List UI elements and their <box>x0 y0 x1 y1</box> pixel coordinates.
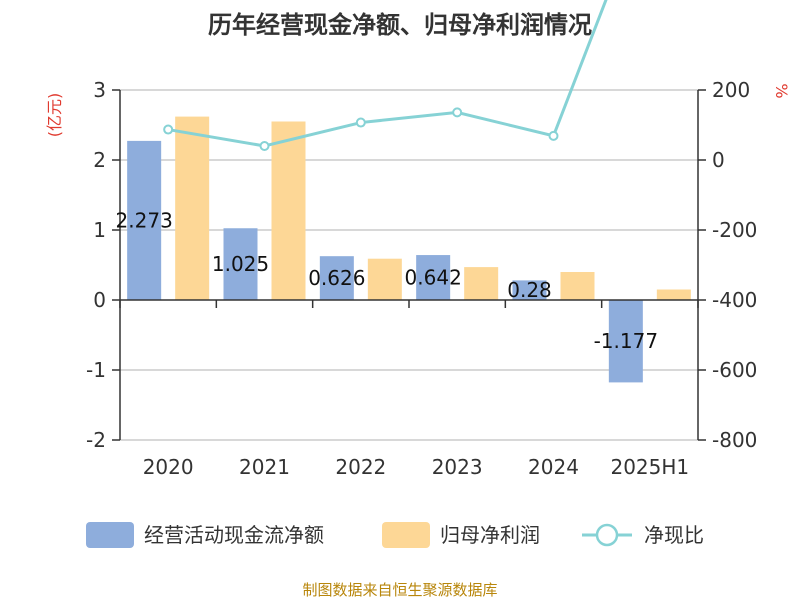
x-tick-label: 2020 <box>143 455 194 479</box>
x-tick-label: 2025H1 <box>610 455 689 479</box>
ratio-line-layer <box>163 0 608 151</box>
bar-cashflow[interactable] <box>416 255 451 300</box>
source-note: 制图数据来自恒生聚源数据库 <box>302 581 497 599</box>
data-label-cashflow: 0.28 <box>507 278 552 302</box>
legend-swatch-cashflow <box>86 522 134 548</box>
y-left-tick-label: -1 <box>86 358 106 382</box>
legend-label-cashflow: 经营活动现金流净额 <box>144 523 324 547</box>
data-label-cashflow: 1.025 <box>212 252 269 276</box>
bar-net-profit[interactable] <box>656 289 691 301</box>
bar-cashflow[interactable] <box>319 256 354 300</box>
y-left-tick-label: 3 <box>93 78 106 102</box>
grid-lines <box>120 89 698 441</box>
legend: 经营活动现金流净额 归母净利润 净现比 <box>86 522 704 548</box>
ratio-point[interactable] <box>548 130 559 141</box>
legend-swatch-net-profit <box>382 522 430 548</box>
x-tick-label: 2021 <box>239 455 290 479</box>
ratio-point[interactable] <box>452 107 463 118</box>
data-labels: 2.273 1.025 0.626 0.642 0.28 -1.177 <box>116 208 659 353</box>
bar-net-profit[interactable] <box>271 121 306 301</box>
y-left-tick-label: 2 <box>93 148 106 172</box>
bar-net-profit[interactable] <box>464 267 499 300</box>
bar-net-profit[interactable] <box>367 258 402 300</box>
y-right-tick-label: -800 <box>712 428 757 452</box>
legend-marker-ratio <box>595 523 619 547</box>
legend-item-ratio[interactable]: 净现比 <box>582 523 704 547</box>
ratio-line <box>167 0 608 148</box>
legend-item-net-profit[interactable]: 归母净利润 <box>382 522 540 548</box>
bars <box>127 116 691 383</box>
axes <box>112 89 706 441</box>
data-label-cashflow: 0.642 <box>405 266 462 290</box>
data-label-cashflow: 0.626 <box>308 266 365 290</box>
right-axis-unit: % <box>772 83 791 98</box>
y-right-tick-label: -200 <box>712 218 757 242</box>
y-right-tick-label: -400 <box>712 288 757 312</box>
y-right-tick-label: 200 <box>712 78 750 102</box>
data-label-cashflow: 2.273 <box>116 208 173 232</box>
y-right-tick-label: 0 <box>712 148 725 172</box>
ratio-point[interactable] <box>163 124 174 135</box>
ratio-point[interactable] <box>355 117 366 128</box>
legend-label-ratio: 净现比 <box>644 523 704 547</box>
bar-cashflow[interactable] <box>512 280 547 300</box>
y-left-tick-label: 0 <box>93 288 106 312</box>
y-right-tick-label: -600 <box>712 358 757 382</box>
bar-net-profit[interactable] <box>560 272 595 300</box>
y-left-tick-label: -2 <box>86 428 106 452</box>
data-label-cashflow: -1.177 <box>594 329 658 353</box>
y-left-tick-label: 1 <box>93 218 106 242</box>
left-axis-unit: (亿元) <box>45 93 64 138</box>
ratio-point[interactable] <box>259 141 270 151</box>
chart-title: 历年经营现金净额、归母净利润情况 <box>208 11 592 39</box>
x-tick-label: 2024 <box>528 455 579 479</box>
bar-cashflow[interactable] <box>223 228 258 300</box>
x-tick-label: 2022 <box>335 455 386 479</box>
tick-labels: -2 -1 0 1 2 3 -800 -600 -400 -200 0 200 2020 2021 2022… <box>86 78 757 479</box>
legend-item-cashflow[interactable]: 经营活动现金流净额 <box>86 522 324 548</box>
legend-label-net-profit: 归母净利润 <box>440 523 540 547</box>
x-tick-label: 2023 <box>432 455 483 479</box>
bar-cashflow[interactable] <box>127 140 162 300</box>
bar-cashflow[interactable] <box>608 300 643 383</box>
bar-net-profit[interactable] <box>175 116 210 300</box>
